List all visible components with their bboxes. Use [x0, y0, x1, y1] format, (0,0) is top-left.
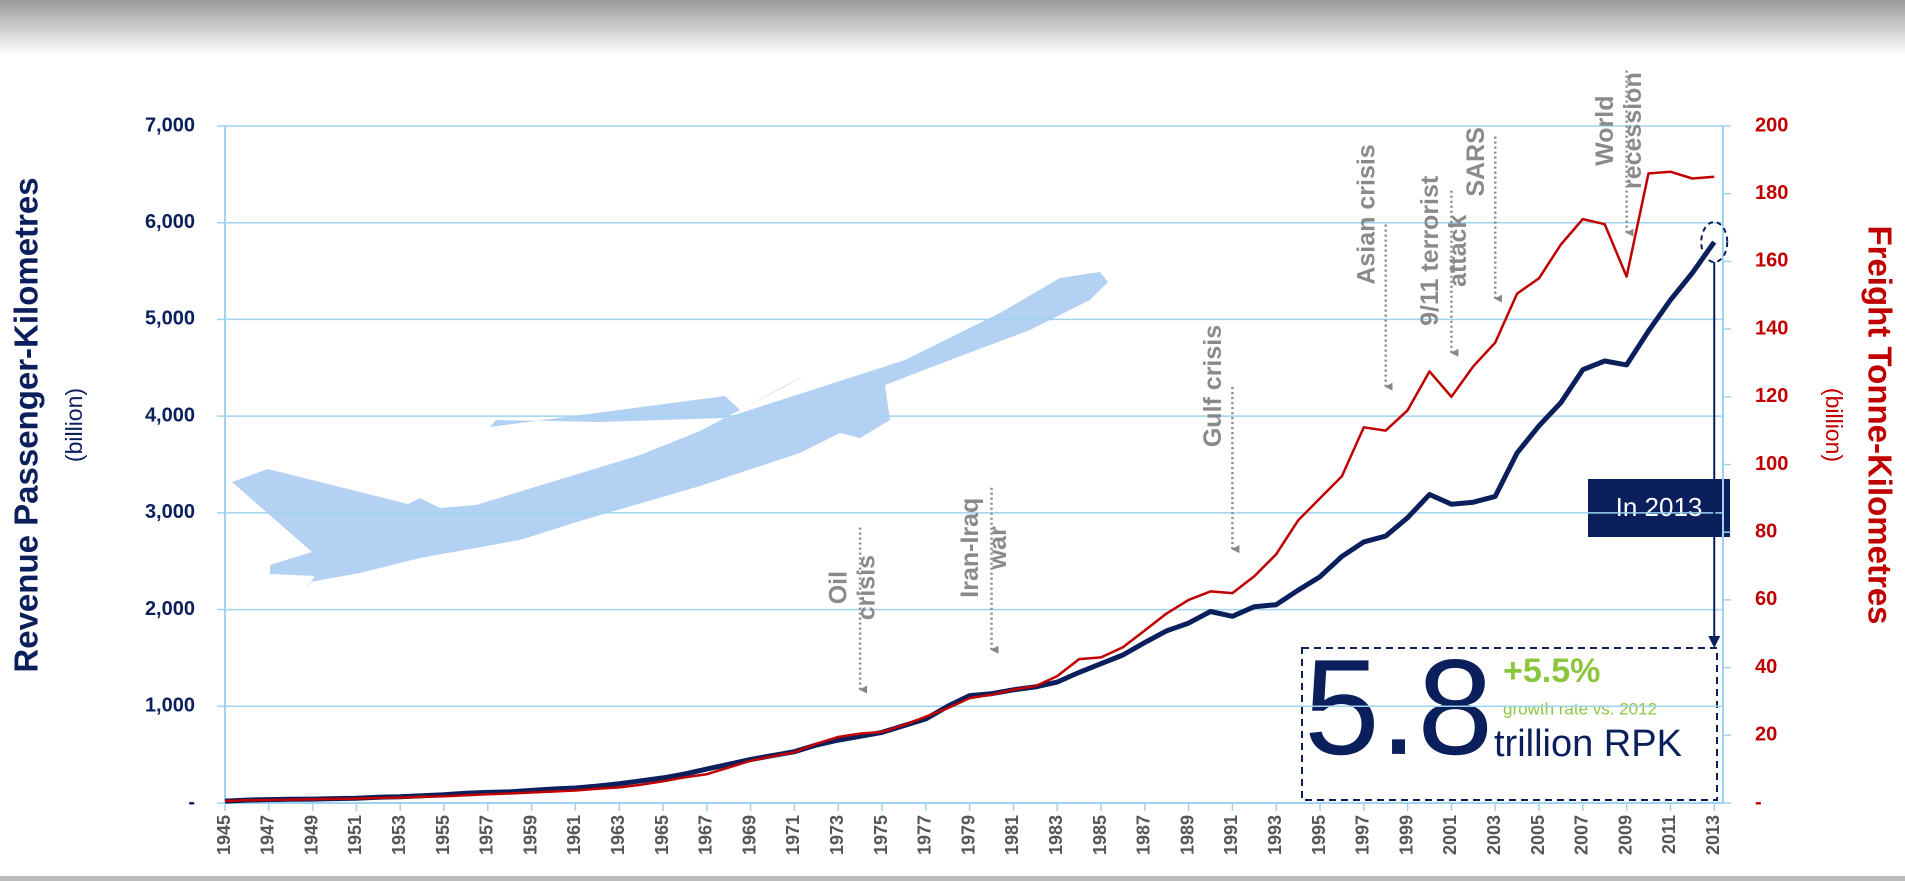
y2-axis-subtitle: (billion) [1821, 388, 1847, 462]
y-tick-label: 5,000 [145, 308, 195, 330]
annotation-text: crisis [853, 555, 881, 620]
callout-unit: trillion RPK [1494, 723, 1682, 765]
y-tick-label: 2,000 [145, 598, 195, 620]
chart: Revenue Passenger-Kilometres (billion) F… [0, 0, 1905, 881]
x-tick-label: 2011 [1659, 815, 1679, 854]
x-tick-label: 1979 [958, 815, 978, 855]
x-tick-label: 1969 [739, 815, 759, 855]
x-tick-label: 1993 [1265, 815, 1285, 855]
y2-axis-title: Freight Tonne-Kilometres [1861, 225, 1898, 624]
y2-tick-label: - [1755, 791, 1762, 813]
annotation-text: Iran-Iraq [956, 498, 984, 598]
x-tick-label: 1957 [477, 815, 497, 855]
y2-tick-label: 100 [1755, 453, 1788, 475]
annotation-text: SARS [1462, 127, 1490, 196]
x-tick-label: 1965 [652, 815, 672, 855]
x-tick-label: 2003 [1484, 815, 1504, 855]
y2-tick-label: 200 [1755, 114, 1788, 136]
annotation-text: war [984, 526, 1012, 570]
x-tick-label: 1977 [915, 815, 935, 855]
highlight-arrow-head [1708, 636, 1720, 648]
y2-tick-label: 160 [1755, 250, 1788, 272]
annotation-text: 9/11 terrorist [1416, 175, 1444, 326]
y2-tick-label: 20 [1755, 724, 1777, 746]
x-tick-label: 1989 [1177, 815, 1197, 855]
x-tick-label: 1955 [433, 815, 453, 855]
header-band [0, 0, 1905, 55]
x-tick-label: 2009 [1615, 815, 1635, 855]
x-tick-label: 1967 [696, 815, 716, 855]
x-tick-label: 2005 [1528, 815, 1548, 855]
x-tick-label: 2007 [1572, 815, 1592, 855]
y2-tick-label: 60 [1755, 588, 1777, 610]
x-tick-label: 1991 [1221, 815, 1241, 855]
annotation-text: Gulf crisis [1199, 325, 1227, 447]
y2-tick-label: 120 [1755, 385, 1788, 407]
y2-tick-label: 80 [1755, 520, 1777, 542]
x-tick-label: 1945 [214, 815, 234, 855]
y-tick-label: 6,000 [145, 211, 195, 233]
x-tick-label: 1961 [564, 815, 584, 855]
annotation-text: recession [1619, 72, 1647, 189]
x-tick-label: 1963 [608, 815, 628, 855]
y-axis-subtitle: (billion) [61, 388, 87, 462]
y-tick-label: - [188, 791, 195, 813]
x-tick-label: 1997 [1353, 815, 1373, 855]
y-tick-label: 3,000 [145, 501, 195, 523]
y2-tick-label: 180 [1755, 182, 1788, 204]
footer-line [0, 876, 1905, 881]
x-tick-label: 1987 [1134, 815, 1154, 855]
x-tick-label: 1999 [1396, 815, 1416, 855]
x-tick-label: 1973 [827, 815, 847, 855]
y2-tick-label: 40 [1755, 656, 1777, 678]
annotation-text: World [1591, 95, 1619, 165]
y-tick-label: 4,000 [145, 404, 195, 426]
annotation-text: Asian crisis [1352, 144, 1380, 284]
badge-text: In 2013 [1616, 492, 1703, 522]
x-tick-label: 1951 [345, 815, 365, 855]
x-tick-label: 1959 [520, 815, 540, 855]
x-tick-label: 2001 [1440, 815, 1460, 855]
x-tick-label: 1975 [871, 815, 891, 855]
x-tick-label: 1953 [389, 815, 409, 855]
x-tick-label: 1995 [1309, 815, 1329, 855]
y-tick-label: 1,000 [145, 695, 195, 717]
x-tick-label: 1983 [1046, 815, 1066, 855]
y-tick-label: 7,000 [145, 114, 195, 136]
y2-tick-label: 140 [1755, 317, 1788, 339]
annotation-text: attack [1444, 215, 1472, 287]
x-tick-label: 1971 [783, 815, 803, 855]
x-tick-label: 2013 [1703, 815, 1723, 855]
x-tick-label: 1949 [301, 815, 321, 855]
growth-rate: +5.5% [1503, 652, 1600, 690]
x-tick-label: 1981 [1002, 815, 1022, 855]
x-tick-label: 1947 [258, 815, 278, 855]
x-tick-label: 1985 [1090, 815, 1110, 855]
annotation-text: Oil [825, 571, 853, 604]
growth-note: growth rate vs. 2012 [1503, 699, 1657, 718]
y-axis-title: Revenue Passenger-Kilometres [8, 177, 45, 672]
